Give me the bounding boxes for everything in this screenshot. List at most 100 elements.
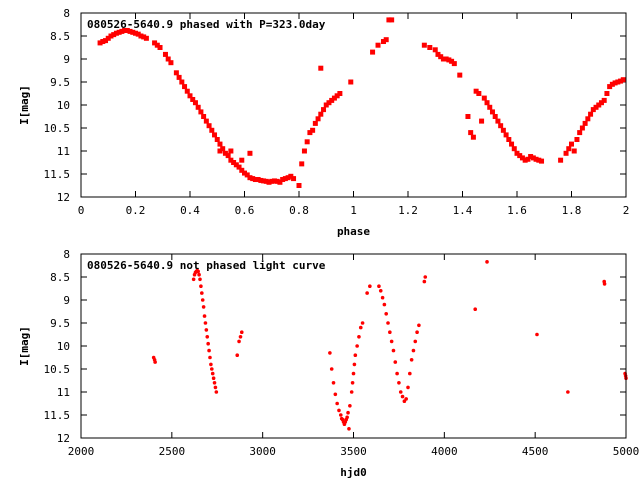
- phased-data-point: [217, 141, 223, 147]
- unphased-data-point: [205, 335, 210, 339]
- unphased-data-point: [213, 385, 218, 390]
- unphased-data-point: [204, 328, 209, 332]
- unphased-x-tick-label: 3500: [340, 445, 367, 458]
- phased-data-point: [184, 88, 190, 94]
- phased-data-point: [509, 141, 515, 147]
- phased-x-tick-label: 1.8: [562, 204, 582, 217]
- phased-data-point: [449, 58, 455, 64]
- phased-data-point: [239, 157, 245, 163]
- unphased-data-point: [191, 277, 196, 282]
- phased-data-point: [348, 79, 354, 85]
- unphased-data-point: [235, 353, 240, 358]
- unphased-x-tick-label: 2000: [68, 445, 95, 458]
- phased-data-point: [233, 162, 239, 168]
- phased-data-point: [525, 156, 531, 162]
- phased-y-tick-label: 8.5: [50, 30, 70, 43]
- phased-data-point: [331, 95, 337, 101]
- unphased-data-point: [409, 358, 414, 362]
- phased-x-tick-label: 0.2: [126, 204, 146, 217]
- unphased-data-point: [211, 376, 216, 381]
- phased-data-point: [427, 45, 433, 50]
- phased-data-point: [288, 173, 294, 179]
- phased-data-point: [304, 139, 310, 145]
- phased-x-tick-label: 1.6: [507, 204, 527, 217]
- unphased-data-point: [348, 404, 352, 408]
- phased-y-axis-label: I[mag]: [18, 85, 31, 125]
- unphased-data-point: [417, 323, 421, 328]
- phased-y-tick-label: 11.5: [44, 168, 71, 181]
- unphased-data-point: [200, 291, 204, 295]
- phased-data-point: [231, 160, 237, 165]
- unphased-y-tick-label: 11.5: [44, 409, 71, 422]
- phased-data-point: [296, 183, 302, 188]
- phased-data-point: [176, 74, 182, 80]
- phased-y-tick-label: 8: [63, 7, 70, 20]
- phased-data-point: [334, 93, 340, 99]
- phased-data-point: [569, 141, 574, 147]
- phased-x-tick-label: 0.4: [180, 204, 200, 217]
- phased-data-point: [530, 155, 536, 161]
- unphased-data-point: [358, 325, 363, 330]
- phased-data-point: [220, 146, 226, 152]
- unphased-data-point: [237, 339, 241, 344]
- phased-data-point: [577, 130, 583, 136]
- phased-data-point: [119, 28, 125, 34]
- phased-data-point: [168, 60, 174, 66]
- phased-data-point: [310, 127, 316, 133]
- unphased-y-tick-label: 10.5: [44, 363, 71, 376]
- unphased-data-point: [398, 390, 403, 394]
- unphased-y-tick-label: 8.5: [50, 271, 70, 284]
- phased-data-point: [212, 132, 218, 138]
- phased-y-tick-label: 12: [57, 191, 70, 204]
- phased-data-point: [315, 116, 321, 122]
- phased-data-point: [187, 93, 193, 99]
- phased-data-point: [588, 111, 594, 117]
- unphased-data-point: [408, 371, 412, 376]
- unphased-data-point: [393, 360, 398, 364]
- unphased-data-point: [382, 302, 387, 307]
- phased-y-tick-label: 11: [57, 145, 70, 158]
- unphased-data-point: [357, 335, 361, 339]
- phased-data-point: [432, 47, 438, 53]
- unphased-data-point: [239, 330, 244, 335]
- unphased-data-point: [404, 397, 408, 401]
- unphased-data-point: [335, 401, 339, 406]
- unphased-x-tick-label: 5000: [613, 445, 640, 458]
- phased-data-point: [261, 178, 267, 184]
- phased-data-point: [528, 154, 534, 160]
- phased-data-point: [192, 100, 198, 106]
- phased-data-point: [274, 178, 280, 184]
- unphased-x-tick-label: 4000: [431, 445, 458, 458]
- unphased-data-point: [422, 279, 427, 284]
- phased-data-point: [601, 97, 607, 103]
- unphased-data-point: [355, 344, 359, 348]
- unphased-data-point: [485, 260, 489, 264]
- unphased-data-point: [208, 355, 212, 360]
- phased-data-point: [443, 56, 449, 62]
- phased-data-point: [105, 35, 111, 41]
- phased-data-point: [209, 127, 215, 133]
- phased-data-point: [536, 157, 542, 163]
- unphased-data-point: [345, 415, 349, 420]
- unphased-y-axis-label: I[mag]: [18, 326, 31, 366]
- phased-data-point: [522, 157, 528, 163]
- phased-data-point: [598, 100, 604, 106]
- phased-data-point: [247, 150, 253, 156]
- phased-data-point: [451, 61, 457, 67]
- unphased-data-point: [329, 367, 334, 371]
- phased-data-point: [247, 175, 253, 181]
- phased-data-point: [291, 176, 297, 182]
- unphased-data-point: [388, 330, 392, 335]
- phased-data-point: [116, 29, 122, 35]
- phased-data-point: [263, 178, 269, 184]
- phased-data-point: [498, 123, 504, 129]
- unphased-y-tick-label: 10: [57, 340, 70, 353]
- phased-data-point: [182, 84, 188, 90]
- unphased-data-point: [378, 289, 383, 293]
- phased-data-point: [615, 79, 621, 85]
- unphased-data-point: [346, 410, 350, 415]
- phased-data-point: [124, 27, 130, 33]
- phased-data-point: [479, 118, 485, 124]
- unphased-data-point: [415, 330, 419, 335]
- unphased-data-point: [406, 385, 410, 390]
